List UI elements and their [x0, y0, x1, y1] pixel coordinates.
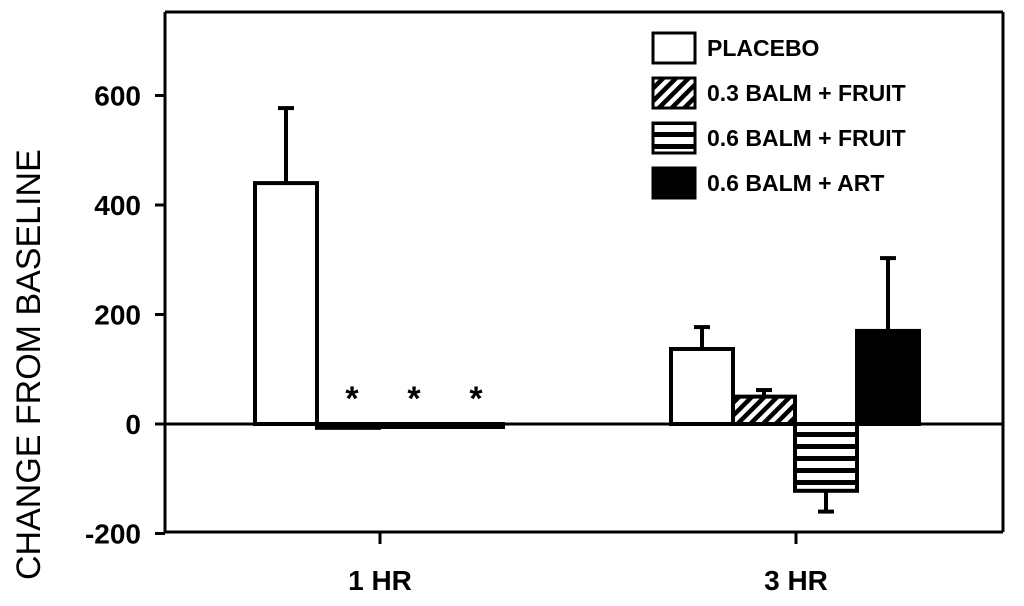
- legend-label: 0.6 BALM + ART: [707, 170, 884, 196]
- bar: [855, 328, 921, 426]
- legend-label: PLACEBO: [707, 35, 819, 61]
- y-tick-label: 0: [125, 409, 141, 440]
- y-tick-label: 200: [94, 300, 141, 331]
- legend-swatch: [651, 31, 697, 65]
- y-tick-label: -200: [85, 519, 141, 550]
- y-tick-label: 600: [94, 81, 141, 112]
- x-tick-label: 3 HR: [764, 565, 828, 596]
- y-tick-label: 400: [94, 190, 141, 221]
- significance-marker: *: [469, 380, 483, 418]
- bar: [669, 346, 735, 426]
- bar: [253, 181, 319, 426]
- significance-marker: *: [407, 380, 421, 418]
- legend-swatch: [651, 166, 697, 200]
- bar: [793, 422, 859, 493]
- bar: [731, 394, 797, 426]
- significance-marker: *: [345, 380, 359, 418]
- y-axis-label: CHANGE FROM BASELINE: [10, 149, 48, 580]
- legend-swatch: [651, 76, 697, 110]
- legend-label: 0.3 BALM + FRUIT: [707, 80, 906, 106]
- x-tick-label: 1 HR: [348, 565, 412, 596]
- legend-swatch: [651, 121, 697, 155]
- legend-label: 0.6 BALM + FRUIT: [707, 125, 906, 151]
